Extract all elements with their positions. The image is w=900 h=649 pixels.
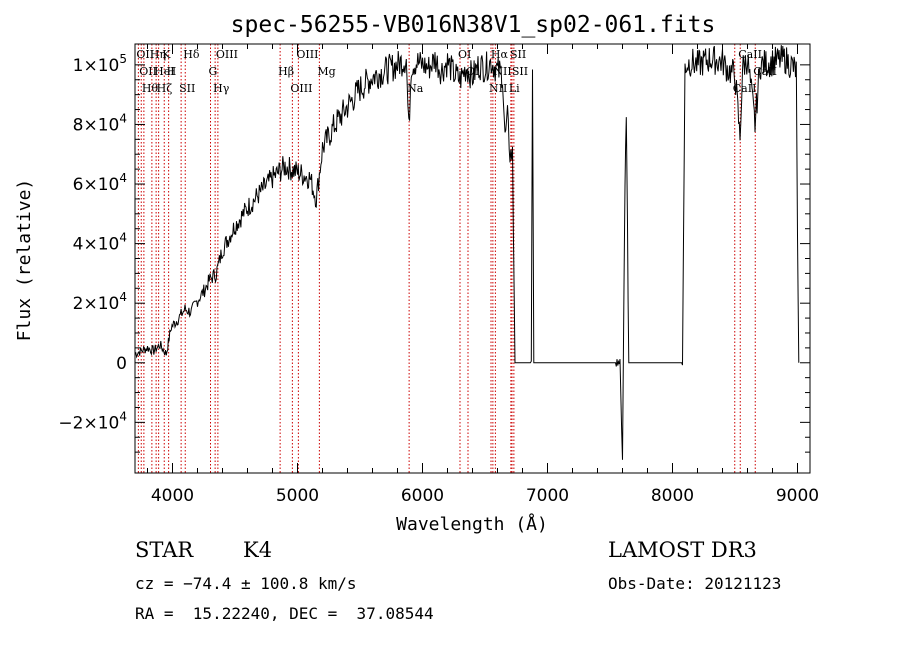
y-tick-label: 1×105 bbox=[73, 52, 127, 76]
y-tick-label: 4×104 bbox=[73, 231, 127, 255]
line-markers bbox=[137, 44, 756, 473]
line-marker-label: Hθ bbox=[142, 82, 159, 95]
line-marker-labels: OIIOIIHθHηHeIHζKHSIIHδGHγOIIIHβOIIIOIIIM… bbox=[136, 48, 777, 95]
y-axis-label: Flux (relative) bbox=[14, 179, 35, 342]
line-marker-label: CaII bbox=[738, 48, 762, 61]
x-tick-label: 4000 bbox=[151, 486, 194, 506]
chart-title: spec-56255-VB016N38V1_sp02-061.fits bbox=[231, 12, 716, 38]
object-subclass: K4 bbox=[243, 538, 273, 562]
line-marker-label: OI bbox=[458, 48, 471, 61]
line-marker-label: Hα bbox=[491, 48, 509, 61]
sky-coordinates: RA = 15.22240, DEC = 37.08544 bbox=[135, 604, 434, 623]
y-tick-label: 0 bbox=[116, 354, 127, 374]
spectrum-line bbox=[134, 45, 800, 460]
y-tick-label: 8×104 bbox=[73, 111, 127, 135]
line-marker-label: Hγ bbox=[213, 82, 230, 95]
line-marker-label: Hδ bbox=[183, 48, 200, 61]
x-tick-label: 9000 bbox=[776, 486, 819, 506]
line-marker-label: OIII bbox=[216, 48, 238, 61]
object-class: STAR bbox=[135, 538, 194, 562]
line-marker-label: Na bbox=[407, 82, 424, 95]
x-tick-label: 5000 bbox=[276, 486, 319, 506]
line-marker-label: HeI bbox=[154, 65, 174, 78]
y-axis-ticks: −2×104 0 2×104 4×104 6×104 8×104 1×105 bbox=[58, 52, 810, 453]
line-marker-label: K bbox=[162, 48, 171, 61]
line-marker-label: Hζ bbox=[157, 82, 173, 95]
line-marker-label: SII bbox=[510, 48, 526, 61]
observation-date: Obs-Date: 20121123 bbox=[608, 574, 782, 593]
line-marker-label: Li bbox=[509, 82, 520, 95]
line-marker-label: OII bbox=[136, 48, 154, 61]
line-marker-label: NII bbox=[489, 82, 507, 95]
line-marker-label: OIII bbox=[290, 82, 312, 95]
redshift-velocity: cz = −74.4 ± 100.8 km/s bbox=[135, 574, 357, 593]
line-marker-label: Hη bbox=[150, 48, 166, 61]
x-axis-label: Wavelength (Å) bbox=[396, 513, 548, 535]
line-marker-label: OII bbox=[139, 65, 157, 78]
x-tick-label: 6000 bbox=[401, 486, 444, 506]
line-marker-label: Hβ bbox=[278, 65, 294, 78]
y-tick-label: −2×104 bbox=[58, 409, 127, 433]
line-marker-label: H bbox=[167, 65, 177, 78]
line-marker-label: NII bbox=[493, 65, 511, 78]
line-marker-label: SII bbox=[179, 82, 195, 95]
x-tick-label: 7000 bbox=[526, 486, 569, 506]
y-tick-label: 6×104 bbox=[73, 171, 127, 195]
y-tick-label: 2×104 bbox=[73, 290, 127, 314]
line-marker-label: OIII bbox=[296, 48, 318, 61]
survey-name: LAMOST DR3 bbox=[608, 538, 757, 562]
line-marker-label: CaII bbox=[733, 82, 757, 95]
x-axis-ticks: 4000 5000 6000 7000 8000 9000 bbox=[147, 44, 819, 506]
line-marker-label: G bbox=[209, 65, 218, 78]
plot-frame bbox=[134, 43, 811, 474]
line-marker-label: Mg bbox=[317, 65, 335, 78]
line-marker-label: SII bbox=[512, 65, 528, 78]
x-tick-label: 8000 bbox=[651, 486, 694, 506]
